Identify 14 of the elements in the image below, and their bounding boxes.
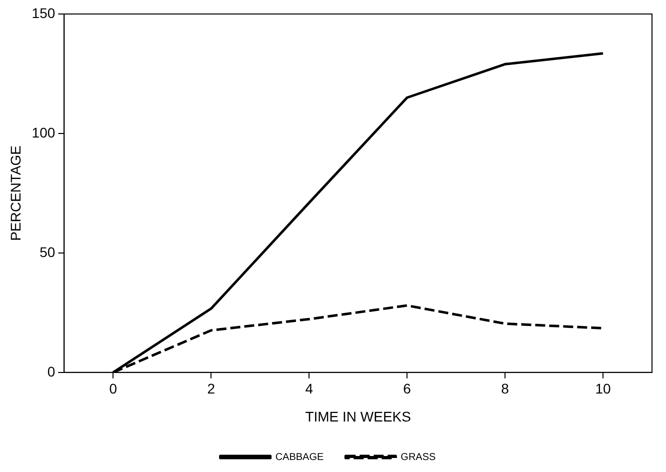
x-tick-label: 2 [207, 380, 216, 397]
x-tick-label: 4 [305, 380, 314, 397]
y-tick-label: 0 [47, 363, 56, 380]
y-tick-label: 50 [40, 244, 56, 260]
x-tick-label: 0 [109, 380, 118, 397]
x-tick-label: 6 [403, 380, 412, 397]
x-tick-label: 10 [595, 380, 612, 397]
y-tick-label: 150 [32, 4, 56, 21]
legend-label: GRASS [400, 452, 436, 463]
x-axis-title: TIME IN WEEKS [305, 408, 411, 424]
y-axis-title: PERCENTAGE [7, 145, 24, 241]
legend-label: CABBAGE [275, 452, 324, 463]
x-tick-label: 8 [501, 380, 510, 397]
y-tick-label: 100 [32, 124, 56, 140]
